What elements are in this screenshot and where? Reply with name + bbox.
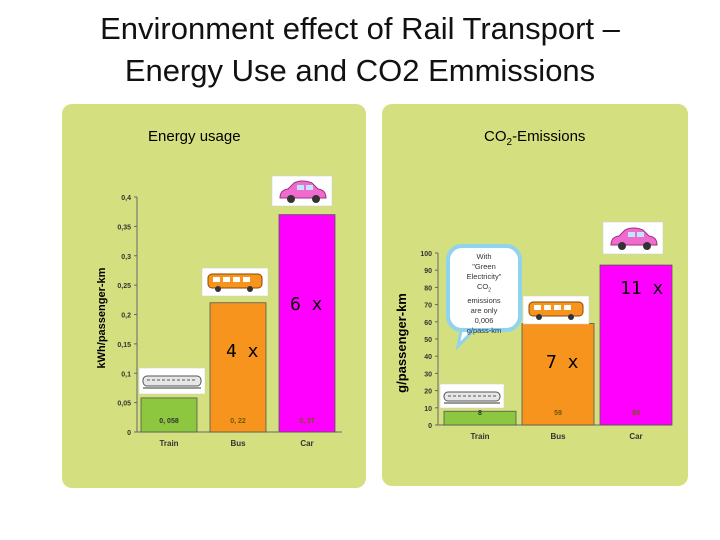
value-label-car: 0, 37 <box>299 418 315 425</box>
callout-co: CO <box>476 282 489 291</box>
bar-train <box>140 397 198 433</box>
bar-car <box>599 264 673 426</box>
y-tick-label: 50 <box>424 337 432 344</box>
y-tick-label: 0,35 <box>117 224 131 231</box>
bus-icon <box>201 267 269 297</box>
title-line-1: Environment effect of Rail Transport – <box>100 11 620 46</box>
bar-bus <box>209 302 267 433</box>
category-label-bus: Bus <box>550 432 566 441</box>
car-icon <box>271 175 333 207</box>
slide-title: Environment effect of Rail Transport – E… <box>40 8 680 92</box>
energy-panel-title: Energy usage <box>148 128 241 145</box>
category-label-car: Car <box>300 439 313 448</box>
callout-line-5: emissions <box>467 295 501 305</box>
energy-bars: 0, 058 Train 0, 22 Bus 0, 37 Car <box>140 214 336 448</box>
value-label-train: 0, 058 <box>159 418 179 425</box>
category-label-car: Car <box>629 432 642 441</box>
co2-title-rest: -Emissions <box>512 128 586 145</box>
y-tick-label: 0,15 <box>117 342 131 349</box>
value-label-car: 93 <box>632 410 640 417</box>
value-label-bus: 0, 22 <box>230 418 246 425</box>
bus-icon-co2 <box>522 295 590 325</box>
multiplier-co2-bus: 7 x <box>546 352 579 373</box>
car-icon-co2 <box>602 221 664 255</box>
co2-bars: 8 Train 59 Bus 93 Car <box>443 264 673 441</box>
energy-y-axis: 0 0,05 0,1 0,15 0,2 0,25 0,3 0,35 0,4 <box>117 195 342 437</box>
co2-ylabel: g/passenger-km <box>394 293 409 393</box>
value-label-bus: 59 <box>554 410 562 417</box>
callout-line-4: CO2 <box>453 282 515 296</box>
callout-line-1: With <box>476 252 492 261</box>
category-label-bus: Bus <box>230 439 246 448</box>
multiplier-co2-car: 11 x <box>620 278 664 299</box>
y-tick-label: 60 <box>424 320 432 327</box>
y-tick-label: 0,3 <box>121 254 131 261</box>
y-tick-label: 0,1 <box>121 371 131 378</box>
y-tick-label: 30 <box>424 371 432 378</box>
y-tick-label: 20 <box>424 389 432 396</box>
y-tick-label: 100 <box>420 251 432 258</box>
y-tick-label: 0 <box>428 423 432 430</box>
y-tick-label: 0 <box>127 430 131 437</box>
callout-line-7: 0,006 <box>474 315 494 325</box>
multiplier-energy-bus: 4 x <box>226 341 259 362</box>
green-electricity-callout: With "Green Electricity" CO2 emissions a… <box>446 244 522 335</box>
y-tick-label: 10 <box>424 406 432 413</box>
callout-line-6: are only <box>470 305 498 315</box>
y-tick-label: 0,4 <box>121 195 131 202</box>
y-tick-label: 0,2 <box>121 313 131 320</box>
co2-panel-title: CO2-Emissions <box>484 128 585 148</box>
callout-line-3: Electricity" <box>466 272 502 281</box>
train-icon <box>138 367 206 395</box>
multiplier-energy-car: 6 x <box>290 294 323 315</box>
bar-train <box>443 410 517 426</box>
value-label-train: 8 <box>478 410 482 417</box>
y-tick-label: 40 <box>424 354 432 361</box>
energy-chart: 0 0,05 0,1 0,15 0,2 0,25 0,3 0,35 0,4 0, 058 Trai… <box>96 175 342 448</box>
category-label-train: Train <box>159 439 178 448</box>
energy-ylabel: kWh/passenger-km <box>96 267 108 368</box>
callout-co-sub: 2 <box>488 287 492 294</box>
callout-line-2: "Green <box>472 262 496 271</box>
y-tick-label: 70 <box>424 303 432 310</box>
callout-line-8: g/pass-km <box>466 325 502 335</box>
category-label-train: Train <box>470 432 489 441</box>
co2-title-main: CO <box>484 128 507 145</box>
y-tick-label: 80 <box>424 285 432 292</box>
train-icon-co2 <box>439 383 505 409</box>
title-line-2: Energy Use and CO2 Emmissions <box>124 53 596 88</box>
bar-bus <box>521 323 595 426</box>
y-tick-label: 0,05 <box>117 401 131 408</box>
y-tick-label: 0,25 <box>117 283 131 290</box>
y-tick-label: 90 <box>424 268 432 275</box>
co2-title-sub: 2 <box>506 137 513 148</box>
bar-car <box>278 214 336 433</box>
